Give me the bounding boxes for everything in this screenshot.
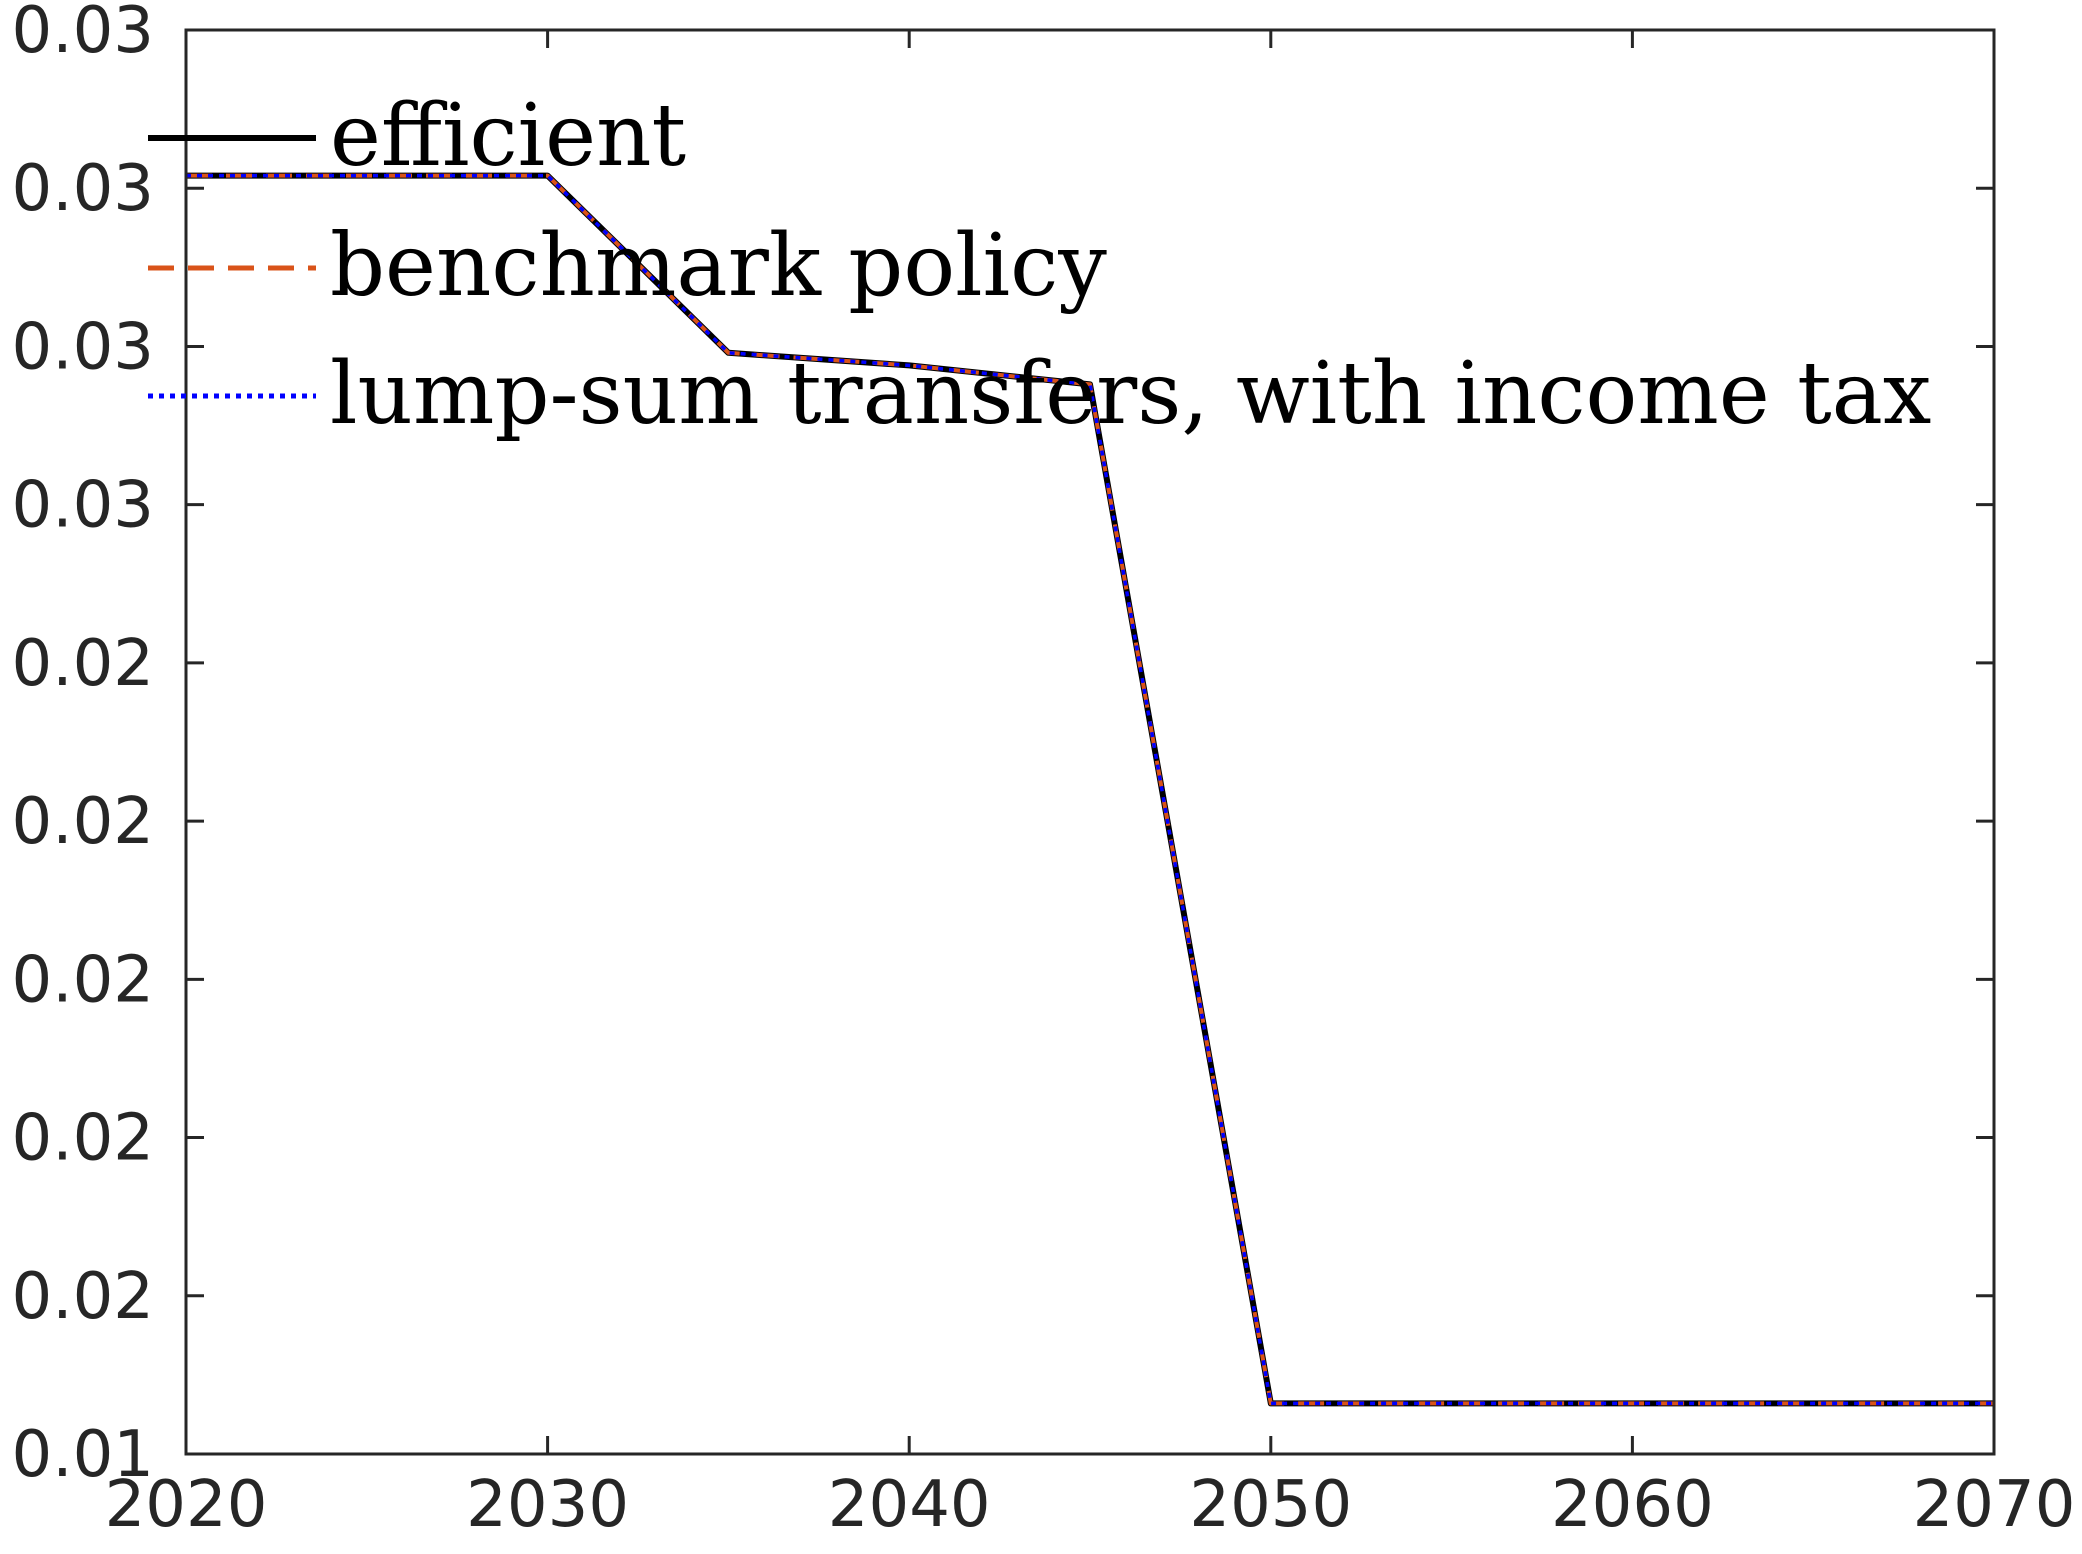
y-tick-label: 0.03	[12, 469, 155, 543]
x-tick-label: 2040	[828, 1468, 991, 1542]
y-tick-label: 0.02	[12, 627, 155, 701]
x-tick-labels: 2020 2030 2040 2050 2060 2070	[105, 1468, 2076, 1542]
y-tick-labels: 0.01 0.02 0.02 0.02 0.02 0.02 0.03 0.03 0.03 0.03	[12, 0, 155, 1492]
y-tick-label: 0.02	[12, 1102, 155, 1176]
x-tick-label: 2060	[1551, 1468, 1714, 1542]
y-tick-label: 0.03	[12, 152, 155, 226]
x-tick-label: 2070	[1913, 1468, 2076, 1542]
y-tick-label: 0.02	[12, 943, 155, 1017]
series-lines	[186, 172, 1994, 1407]
axes-box	[184, 28, 1996, 1456]
legend-label: efficient	[330, 86, 686, 186]
legend-label: benchmark policy	[330, 216, 1107, 316]
y-tick-label: 0.03	[12, 310, 155, 384]
legend-label: lump-sum transfers, with income tax	[330, 344, 1931, 444]
legend: efficient benchmark policy lump-sum transf…	[148, 86, 1931, 444]
x-tick-label: 2020	[105, 1468, 268, 1542]
plot-area	[186, 30, 1994, 1454]
y-tick-label: 0.03	[12, 0, 155, 68]
series-line-2	[186, 173, 1994, 1406]
y-tick-label: 0.02	[12, 1260, 155, 1334]
x-tick-label: 2030	[466, 1468, 629, 1542]
y-tick-label: 0.01	[12, 1418, 155, 1492]
x-tick-label: 2050	[1189, 1468, 1352, 1542]
y-tick-label: 0.02	[12, 785, 155, 859]
